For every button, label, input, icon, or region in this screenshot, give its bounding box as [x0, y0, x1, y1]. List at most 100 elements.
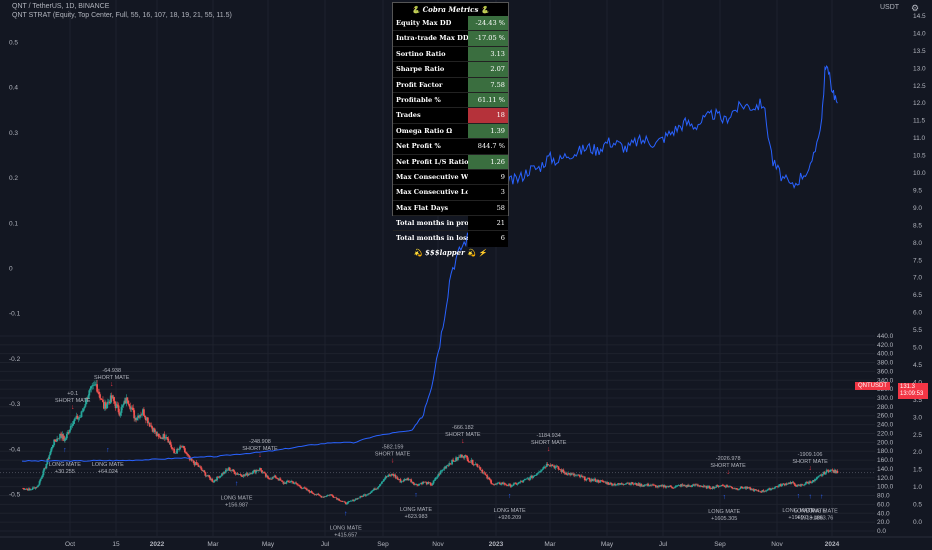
candle-body: [541, 468, 544, 470]
candle-body: [599, 480, 602, 483]
candle-body: [345, 503, 348, 505]
metric-label: Sortino Ratio: [396, 49, 446, 58]
candle-body: [255, 470, 257, 473]
candle-body: [696, 484, 698, 486]
candle-body: [198, 466, 201, 468]
candle-body: [276, 478, 279, 480]
candle-body: [66, 432, 69, 434]
equity-axis-tick: 6.0: [913, 310, 922, 317]
left-axis-tick: 0.6: [9, 0, 18, 1]
candle-body: [134, 417, 137, 419]
candle-body: [215, 480, 217, 481]
candle-body: [586, 478, 589, 479]
candle-body: [544, 466, 547, 468]
trade-label: SHORT MATE: [242, 446, 278, 452]
candle-body: [261, 470, 263, 473]
candle-body: [477, 466, 480, 468]
equity-axis-tick: 8.5: [913, 222, 922, 229]
metrics-row: Sharpe Ratio 2.07: [393, 62, 508, 78]
long-arrow-icon: ↑: [235, 480, 239, 487]
candle-body: [317, 493, 320, 495]
candle-body: [163, 434, 166, 439]
candle-body: [667, 486, 670, 487]
candle-body: [614, 483, 616, 486]
candle-body: [475, 463, 478, 465]
candle-body: [459, 454, 462, 458]
candle-body: [432, 480, 435, 484]
candle-body: [213, 480, 216, 483]
candle-body: [54, 439, 57, 442]
candle-body: [733, 488, 735, 489]
metric-value: 2.07: [468, 62, 508, 77]
candle-body: [256, 470, 258, 471]
candle-body: [755, 489, 758, 491]
candle-body: [180, 446, 182, 448]
candle-body: [252, 470, 255, 474]
candle-body: [640, 484, 643, 487]
candle-body: [404, 479, 407, 480]
candle-body: [525, 478, 528, 480]
candle-body: [609, 482, 612, 485]
candle-body: [449, 463, 452, 464]
candle-body: [620, 483, 623, 485]
candle-body: [394, 475, 397, 478]
candle-body: [229, 470, 232, 472]
candle-body: [84, 404, 87, 407]
candle-body: [688, 485, 691, 487]
candle-body: [578, 474, 580, 476]
candle-body: [572, 473, 574, 475]
candle-body: [194, 462, 197, 466]
candle-body: [747, 487, 750, 489]
candle-body: [592, 479, 595, 481]
candle-body: [362, 495, 365, 497]
candle-body: [59, 434, 61, 439]
candle-body: [269, 478, 272, 480]
candle-body: [518, 482, 521, 484]
candle-body: [319, 495, 322, 497]
candle-body: [74, 418, 77, 420]
candle-body: [137, 415, 139, 418]
candle-body: [378, 486, 380, 488]
candle-body: [653, 484, 655, 486]
candle-body: [591, 479, 594, 481]
equity-axis-tick: 2.5: [913, 432, 922, 439]
candle-body: [117, 405, 120, 413]
gear-icon[interactable]: ⚙: [911, 3, 920, 13]
trade-label: LONG MATE: [92, 462, 124, 468]
candle-body: [34, 487, 37, 489]
candle-body: [834, 470, 837, 474]
candle-body: [710, 488, 713, 490]
candle-body: [170, 444, 173, 448]
candle-body: [96, 384, 99, 392]
candle-body: [323, 496, 326, 498]
candle-body: [739, 486, 742, 489]
candle-body: [325, 496, 328, 497]
candle-body: [218, 477, 220, 478]
metric-value: -24.43 %: [468, 16, 508, 31]
candle-body: [243, 474, 246, 476]
candle-body: [482, 472, 485, 474]
candle-body: [562, 469, 565, 472]
candle-body: [607, 482, 610, 485]
candle-body: [116, 404, 119, 406]
candle-body: [571, 473, 573, 475]
candle-body: [55, 441, 58, 442]
equity-axis-tick: 0.5: [913, 502, 922, 509]
candle-body: [406, 478, 409, 481]
candle-body: [392, 474, 395, 476]
candle-body: [173, 448, 176, 454]
candle-body: [835, 471, 838, 474]
candle-body: [783, 483, 786, 486]
candle-body: [354, 498, 357, 500]
candle-body: [613, 483, 615, 485]
trade-label: SHORT MATE: [710, 463, 746, 469]
candle-body: [143, 415, 146, 418]
candle-body: [515, 483, 518, 485]
candle-body: [792, 482, 795, 483]
candle-body: [668, 485, 671, 487]
candle-body: [622, 484, 625, 485]
candle-body: [673, 487, 676, 489]
candle-body: [164, 437, 167, 439]
candle-body: [268, 478, 271, 480]
